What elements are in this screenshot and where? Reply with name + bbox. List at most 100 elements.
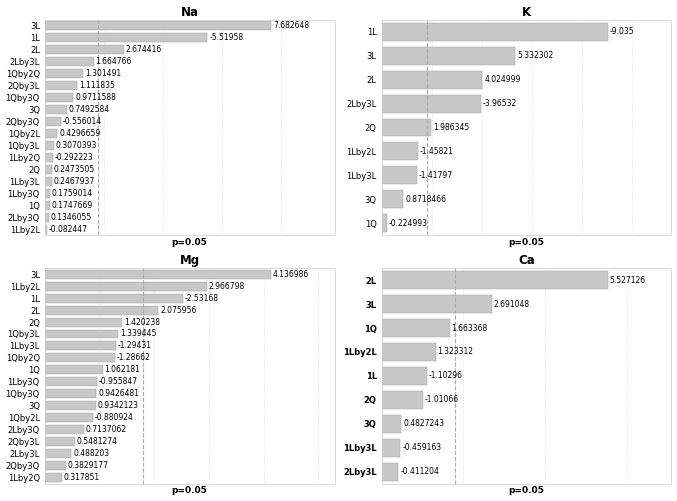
Bar <box>45 93 73 102</box>
Bar <box>382 439 400 457</box>
Bar <box>382 367 427 385</box>
Text: 2.674416: 2.674416 <box>125 45 162 54</box>
X-axis label: p=0.05: p=0.05 <box>172 486 208 495</box>
Bar <box>45 129 58 138</box>
Bar <box>45 353 115 362</box>
Text: -2.53168: -2.53168 <box>185 294 219 303</box>
Text: -1.29431: -1.29431 <box>117 342 152 351</box>
Text: -0.880924: -0.880924 <box>95 413 133 422</box>
Bar <box>45 306 158 315</box>
Text: -0.292223: -0.292223 <box>55 153 94 162</box>
Text: 2.075956: 2.075956 <box>160 306 196 315</box>
Text: 1.339445: 1.339445 <box>120 330 156 339</box>
Bar <box>45 153 53 162</box>
Title: Na: Na <box>181 6 198 19</box>
Text: -1.10296: -1.10296 <box>429 371 462 380</box>
Text: 0.2467937: 0.2467937 <box>53 177 95 186</box>
Bar <box>45 81 77 90</box>
Bar <box>45 365 103 374</box>
Text: -0.459163: -0.459163 <box>402 443 441 452</box>
Text: 0.3070393: 0.3070393 <box>56 141 97 150</box>
Text: 0.9711588: 0.9711588 <box>75 93 116 102</box>
Text: 1.664766: 1.664766 <box>95 57 132 66</box>
Bar <box>45 117 61 126</box>
Bar <box>45 201 50 210</box>
Title: K: K <box>522 6 531 19</box>
Text: -1.01066: -1.01066 <box>424 395 459 404</box>
Bar <box>382 142 418 160</box>
Bar <box>45 105 67 114</box>
Bar <box>382 319 450 337</box>
Text: 4.024999: 4.024999 <box>484 75 521 84</box>
Bar <box>45 21 271 30</box>
X-axis label: p=0.05: p=0.05 <box>508 486 544 495</box>
Text: 0.317851: 0.317851 <box>64 473 100 482</box>
Bar <box>382 271 608 289</box>
Text: 0.1346055: 0.1346055 <box>51 213 91 222</box>
Text: 0.1747669: 0.1747669 <box>51 201 93 210</box>
Text: 1.062181: 1.062181 <box>105 365 141 374</box>
Text: -3.96532: -3.96532 <box>483 99 517 108</box>
Text: 0.7137062: 0.7137062 <box>85 425 127 434</box>
Bar <box>45 141 53 150</box>
Bar <box>45 461 66 470</box>
Bar <box>45 318 123 327</box>
Bar <box>45 413 93 422</box>
Text: 1.323312: 1.323312 <box>437 348 474 356</box>
Bar <box>45 377 97 386</box>
Text: 5.527126: 5.527126 <box>610 276 646 285</box>
Text: 7.682648: 7.682648 <box>273 21 309 30</box>
Text: 0.9426481: 0.9426481 <box>98 389 139 398</box>
X-axis label: p=0.05: p=0.05 <box>508 238 544 247</box>
Bar <box>45 177 52 186</box>
Bar <box>45 342 116 351</box>
Bar <box>382 391 423 409</box>
Bar <box>45 473 62 482</box>
Bar <box>45 165 52 174</box>
Bar <box>45 45 123 54</box>
Text: 0.3829177: 0.3829177 <box>68 461 108 470</box>
Text: 0.488203: 0.488203 <box>73 449 109 458</box>
Bar <box>382 166 417 184</box>
Text: 0.9342123: 0.9342123 <box>97 401 139 410</box>
Text: 1.986345: 1.986345 <box>433 123 469 132</box>
Bar <box>45 225 47 234</box>
Text: -9.035: -9.035 <box>610 27 634 36</box>
Bar <box>45 437 74 446</box>
Title: Ca: Ca <box>518 254 535 267</box>
Bar <box>382 95 481 113</box>
X-axis label: p=0.05: p=0.05 <box>172 238 208 247</box>
Text: -0.082447: -0.082447 <box>49 225 88 234</box>
Text: 0.5481274: 0.5481274 <box>77 437 118 446</box>
Bar <box>382 119 431 136</box>
Text: 2.966798: 2.966798 <box>209 282 245 291</box>
Bar <box>45 189 50 198</box>
Text: 0.4296659: 0.4296659 <box>59 129 100 138</box>
Text: 1.420238: 1.420238 <box>125 318 160 327</box>
Bar <box>382 190 403 208</box>
Text: -0.224993: -0.224993 <box>389 219 428 228</box>
Bar <box>45 449 71 458</box>
Text: 0.2473505: 0.2473505 <box>53 165 95 174</box>
Bar <box>382 71 483 89</box>
Text: -1.41797: -1.41797 <box>419 171 453 180</box>
Bar <box>45 389 96 398</box>
Text: 5.332302: 5.332302 <box>517 51 553 60</box>
Bar <box>45 69 83 78</box>
Text: 0.1759014: 0.1759014 <box>51 189 93 198</box>
Text: 2.691048: 2.691048 <box>494 300 529 309</box>
Bar <box>382 463 398 480</box>
Text: 0.8718466: 0.8718466 <box>406 195 446 204</box>
Bar <box>45 401 96 410</box>
Bar <box>45 330 118 339</box>
Text: -1.45821: -1.45821 <box>420 147 454 156</box>
Text: 1.111835: 1.111835 <box>79 81 115 90</box>
Bar <box>45 213 49 222</box>
Text: -5.51958: -5.51958 <box>209 33 243 42</box>
Text: 1.663368: 1.663368 <box>452 324 487 333</box>
Bar <box>382 214 387 232</box>
Bar <box>382 47 515 65</box>
Text: -0.411204: -0.411204 <box>400 467 439 476</box>
Bar <box>382 343 436 361</box>
Text: -0.556014: -0.556014 <box>63 117 102 126</box>
